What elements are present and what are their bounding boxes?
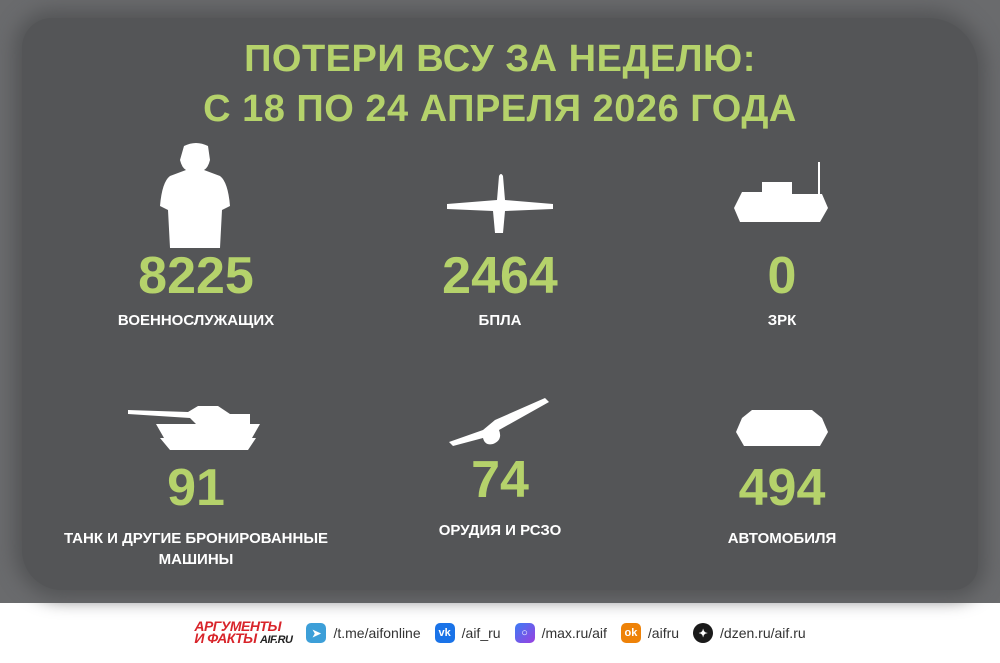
- vk-link[interactable]: vk/aif_ru: [434, 623, 501, 643]
- stat-label: АВТОМОБИЛЯ: [727, 530, 837, 547]
- ok-icon: ok: [620, 623, 641, 643]
- max-link[interactable]: ○/max.ru/aif: [514, 623, 607, 643]
- stat-label: ВОЕННОСЛУЖАЩИХ: [117, 312, 275, 329]
- stat-value: 0: [767, 247, 797, 305]
- infographic-panel: ПОТЕРИ ВСУ ЗА НЕДЕЛЮ: С 18 ПО 24 АПРЕЛЯ …: [0, 0, 1000, 603]
- footer: АРГУМЕНТЫ И ФАКТЫ AIF.RU ➤/t.me/aifonline…: [0, 603, 1000, 663]
- artillery-icon: [449, 398, 549, 446]
- drone-icon: [447, 174, 553, 233]
- title-line-2: С 18 ПО 24 АПРЕЛЯ 2026 ГОДА: [203, 88, 797, 130]
- max-icon: ○: [514, 623, 535, 643]
- stat-value: 2464: [442, 247, 558, 305]
- stat-value: 8225: [138, 247, 254, 305]
- dzen-link[interactable]: ✦/dzen.ru/aif.ru: [693, 623, 806, 643]
- stat-value: 91: [167, 459, 225, 517]
- telegram-icon: ➤: [306, 623, 327, 643]
- ok-link[interactable]: ok/aifru: [620, 623, 679, 643]
- tank-icon: [128, 406, 260, 450]
- aif-logo[interactable]: АРГУМЕНТЫ И ФАКТЫ AIF.RU: [194, 618, 293, 646]
- stat-label: ТАНК И ДРУГИЕ БРОНИРОВАННЫЕ МАШИНЫ: [63, 530, 329, 568]
- stat-artillery: 74 ОРУДИЯ И РСЗО: [350, 392, 650, 541]
- title-line-1: ПОТЕРИ ВСУ ЗА НЕДЕЛЮ:: [244, 38, 756, 80]
- stat-tanks: 91 ТАНК И ДРУГИЕ БРОНИРОВАННЫЕ МАШИНЫ: [46, 400, 346, 570]
- vk-icon: vk: [434, 623, 455, 643]
- stat-vehicles: 494 АВТОМОБИЛЯ: [632, 400, 932, 549]
- stat-label: ОРУДИЯ И РСЗО: [438, 522, 562, 539]
- telegram-link[interactable]: ➤/t.me/aifonline: [306, 623, 421, 643]
- dzen-icon: ✦: [693, 623, 714, 643]
- armored-vehicle-icon: [736, 410, 828, 446]
- stat-drones: 2464 БПЛА: [350, 142, 650, 331]
- stat-label: ЗРК: [767, 312, 797, 329]
- stat-value: 74: [471, 451, 529, 509]
- stat-label: БПЛА: [478, 312, 522, 329]
- stat-air-defense: 0 ЗРК: [632, 142, 932, 331]
- stat-value: 494: [738, 459, 826, 517]
- panel-background: [22, 18, 978, 590]
- soldier-icon: [160, 143, 230, 248]
- air-defense-icon: [734, 162, 828, 222]
- stat-soldiers: 8225 ВОЕННОСЛУЖАЩИХ: [46, 142, 346, 331]
